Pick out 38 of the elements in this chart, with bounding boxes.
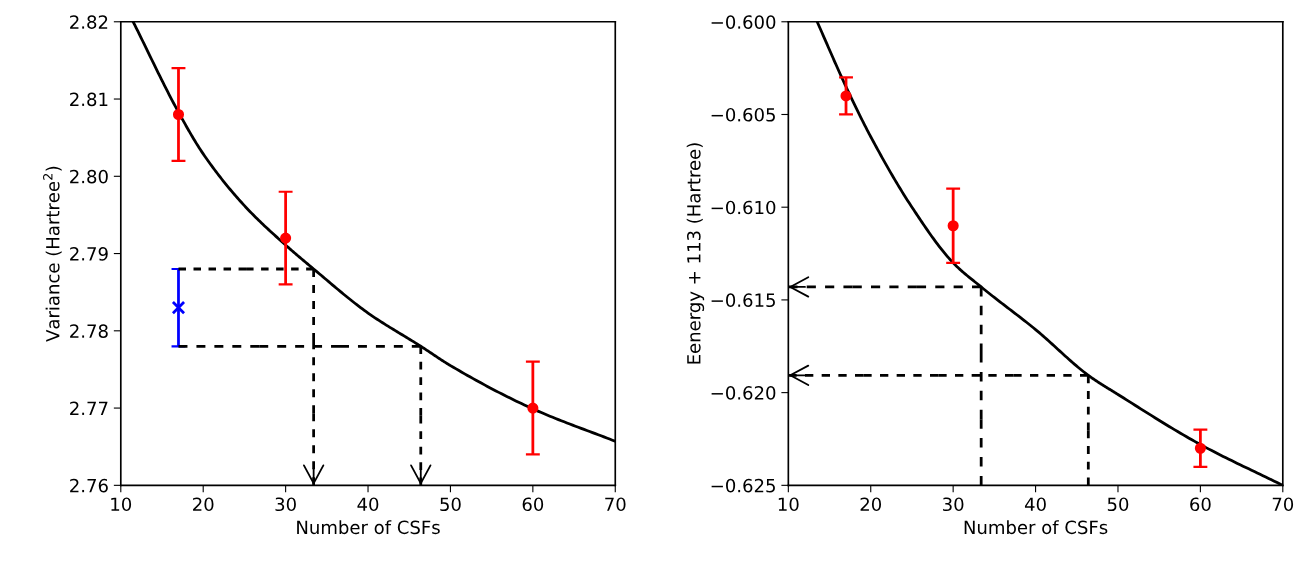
y-tick-label: −0.605 — [711, 107, 775, 122]
x-tick-label: 20 — [193, 497, 214, 512]
x-axis-title: Number of CSFs — [964, 520, 1108, 535]
y-tick-label: 2.81 — [70, 92, 108, 107]
y-tick-label: −0.600 — [711, 15, 776, 29]
x-tick-label: 20 — [860, 497, 882, 512]
y-tick-label: 2.82 — [70, 15, 108, 29]
x-tick-label: 60 — [522, 497, 544, 512]
y-tick-label: −0.610 — [711, 200, 776, 215]
x-tick-label: 50 — [1107, 497, 1129, 512]
y-tick-label: 2.78 — [70, 324, 108, 338]
point — [527, 402, 539, 414]
point — [1194, 442, 1206, 454]
x-tick-label: 10 — [778, 497, 799, 512]
x-tick-label: 30 — [275, 497, 296, 512]
point — [947, 220, 959, 232]
y-tick-label: 2.79 — [70, 247, 108, 261]
x-tick-label: 30 — [943, 497, 964, 512]
y-tick-label: −0.615 — [711, 293, 775, 308]
point — [840, 90, 852, 102]
x-tick-label: 60 — [1190, 497, 1211, 512]
point — [171, 300, 186, 315]
x-tick-label: 70 — [1272, 497, 1294, 512]
x-axis-title: Number of CSFs — [297, 520, 440, 535]
y-tick-label: 2.77 — [70, 401, 108, 415]
x-tick-label: 50 — [440, 497, 461, 512]
y-axis-title: Variance (Hartree$^{2}$) — [43, 166, 62, 342]
point — [172, 108, 185, 121]
y-tick-label: 2.76 — [70, 478, 108, 493]
x-tick-label: 40 — [357, 497, 379, 512]
x-tick-label: 40 — [1024, 497, 1046, 512]
point — [280, 232, 292, 244]
x-tick-label: 70 — [605, 497, 626, 512]
y-tick-label: −0.620 — [711, 386, 776, 400]
y-axis-title: Eenergy + 113 (Hartree) — [686, 143, 705, 364]
y-tick-label: 2.80 — [70, 169, 108, 184]
y-tick-label: −0.625 — [711, 478, 775, 493]
x-tick-label: 10 — [111, 497, 132, 512]
